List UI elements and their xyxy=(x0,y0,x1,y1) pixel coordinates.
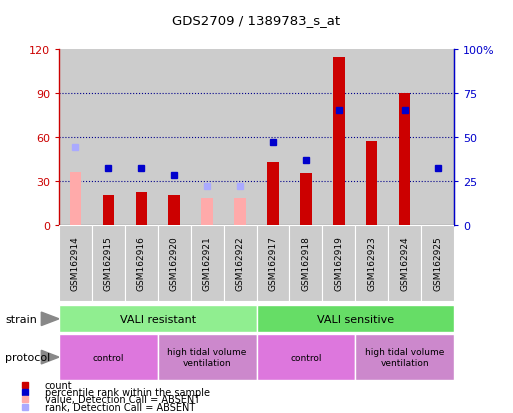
Bar xyxy=(333,58,345,225)
Bar xyxy=(355,225,388,301)
Bar xyxy=(59,306,256,332)
Bar xyxy=(103,196,114,225)
Bar xyxy=(256,306,454,332)
Bar xyxy=(125,225,158,301)
Text: GSM162917: GSM162917 xyxy=(268,236,278,291)
Bar xyxy=(202,199,213,225)
Bar xyxy=(256,225,289,301)
Bar xyxy=(300,174,311,225)
Bar xyxy=(92,225,125,301)
Bar xyxy=(158,335,256,380)
Text: GSM162915: GSM162915 xyxy=(104,236,113,291)
Bar xyxy=(267,162,279,225)
Text: GSM162925: GSM162925 xyxy=(433,236,442,291)
Bar xyxy=(388,225,421,301)
Text: GSM162916: GSM162916 xyxy=(137,236,146,291)
Bar xyxy=(366,142,378,225)
Bar xyxy=(157,50,191,225)
Bar xyxy=(59,335,158,380)
Bar xyxy=(322,50,355,225)
Text: GSM162920: GSM162920 xyxy=(170,236,179,291)
Bar xyxy=(125,50,157,225)
Bar xyxy=(289,50,322,225)
Text: protocol: protocol xyxy=(5,352,50,362)
Text: GSM162923: GSM162923 xyxy=(367,236,376,291)
Bar xyxy=(355,335,454,380)
Bar xyxy=(421,50,454,225)
Text: count: count xyxy=(45,380,72,389)
Polygon shape xyxy=(41,312,59,326)
Bar xyxy=(234,199,246,225)
Bar xyxy=(355,50,388,225)
Bar xyxy=(224,50,256,225)
Text: strain: strain xyxy=(5,314,37,324)
Text: GSM162924: GSM162924 xyxy=(400,236,409,290)
Text: GSM162919: GSM162919 xyxy=(334,236,343,291)
Text: GSM162914: GSM162914 xyxy=(71,236,80,291)
Text: control: control xyxy=(93,353,124,362)
Text: GDS2709 / 1389783_s_at: GDS2709 / 1389783_s_at xyxy=(172,14,341,27)
Text: value, Detection Call = ABSENT: value, Detection Call = ABSENT xyxy=(45,394,200,404)
Bar xyxy=(70,173,81,225)
Bar xyxy=(59,50,92,225)
Bar xyxy=(322,225,355,301)
Text: VALI sensitive: VALI sensitive xyxy=(317,314,394,324)
Text: percentile rank within the sample: percentile rank within the sample xyxy=(45,387,210,397)
Text: VALI resistant: VALI resistant xyxy=(120,314,196,324)
Bar xyxy=(289,225,322,301)
Bar xyxy=(135,193,147,225)
Text: GSM162921: GSM162921 xyxy=(203,236,212,291)
Bar xyxy=(224,225,256,301)
Bar xyxy=(256,50,289,225)
Bar xyxy=(388,50,421,225)
Bar xyxy=(421,225,454,301)
Polygon shape xyxy=(41,350,59,364)
Bar xyxy=(59,225,92,301)
Text: rank, Detection Call = ABSENT: rank, Detection Call = ABSENT xyxy=(45,402,195,412)
Text: high tidal volume
ventilation: high tidal volume ventilation xyxy=(365,348,444,367)
Bar xyxy=(256,335,355,380)
Text: GSM162918: GSM162918 xyxy=(301,236,310,291)
Bar xyxy=(92,50,125,225)
Bar xyxy=(191,50,224,225)
Text: GSM162922: GSM162922 xyxy=(235,236,245,290)
Bar xyxy=(168,196,180,225)
Bar xyxy=(399,93,410,225)
Text: high tidal volume
ventilation: high tidal volume ventilation xyxy=(167,348,247,367)
Text: control: control xyxy=(290,353,322,362)
Bar xyxy=(191,225,224,301)
Bar xyxy=(158,225,191,301)
